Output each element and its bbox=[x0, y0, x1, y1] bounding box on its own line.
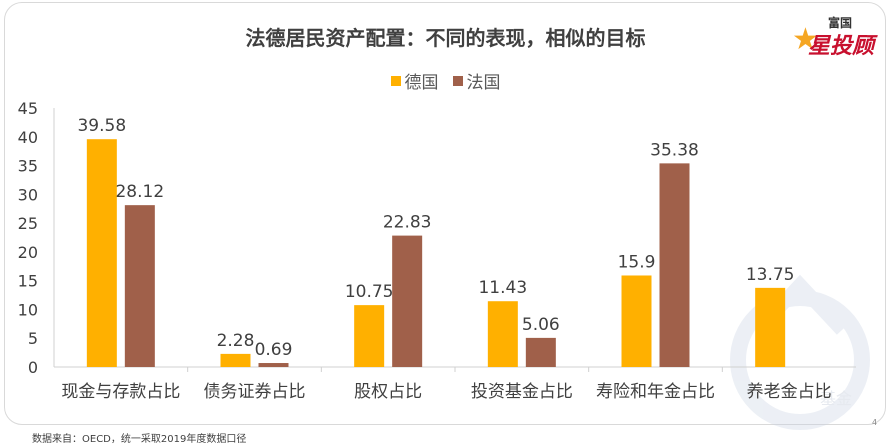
chart-title: 法德居民资产配置：不同的表现，相似的目标 bbox=[245, 26, 646, 50]
data-label: 28.12 bbox=[115, 182, 164, 202]
data-label: 2.28 bbox=[217, 331, 255, 351]
data-label: 39.58 bbox=[77, 116, 126, 136]
x-tick-label: 股权占比 bbox=[354, 382, 422, 402]
bar-germany bbox=[755, 287, 786, 367]
bar-france bbox=[392, 235, 423, 367]
data-label: 15.9 bbox=[618, 252, 656, 272]
data-label: 13.75 bbox=[746, 265, 795, 285]
y-tick-label: 40 bbox=[18, 128, 38, 147]
legend-label-france: 法国 bbox=[466, 73, 501, 93]
x-tick-label: 寿险和年金占比 bbox=[596, 382, 715, 402]
y-tick-label: 25 bbox=[18, 214, 38, 233]
bar-germany bbox=[354, 305, 385, 367]
star-icon: ★ bbox=[792, 22, 819, 57]
data-label: 10.75 bbox=[345, 282, 394, 302]
bar-france bbox=[659, 163, 690, 367]
y-tick-label: 10 bbox=[18, 300, 38, 319]
y-tick-label: 30 bbox=[18, 185, 38, 204]
x-tick-label: 债务证券占比 bbox=[204, 382, 306, 402]
y-tick-label: 20 bbox=[18, 243, 38, 262]
brand-logo: ★ 富国 星投顾 bbox=[792, 12, 882, 60]
y-tick-label: 35 bbox=[18, 157, 38, 176]
legend-swatch-germany bbox=[390, 75, 401, 86]
x-tick-label: 养老金占比 bbox=[747, 382, 832, 402]
legend-item-germany: 德国 bbox=[390, 68, 439, 93]
legend: 德国 法国 bbox=[0, 68, 891, 93]
bar-germany bbox=[621, 275, 652, 367]
y-tick-label: 0 bbox=[28, 358, 38, 377]
y-tick-label: 45 bbox=[18, 99, 38, 118]
x-tick-label: 投资基金占比 bbox=[471, 382, 573, 402]
bar-germany bbox=[487, 301, 518, 367]
logo-top-text: 富国 bbox=[828, 16, 853, 30]
bar-france bbox=[258, 363, 289, 367]
y-tick-label: 5 bbox=[28, 329, 38, 348]
bar-germany bbox=[220, 353, 251, 367]
x-tick-label: 现金与存款占比 bbox=[61, 382, 180, 402]
data-label: 5.06 bbox=[522, 315, 560, 335]
data-label: 22.83 bbox=[383, 213, 432, 233]
y-tick-label: 15 bbox=[18, 272, 38, 291]
legend-swatch-france bbox=[452, 75, 463, 86]
data-label: 11.43 bbox=[478, 278, 527, 298]
page-number: 4 bbox=[872, 418, 878, 427]
legend-label-germany: 德国 bbox=[404, 73, 439, 93]
bar-germany bbox=[86, 139, 117, 367]
data-label: 0.69 bbox=[255, 340, 293, 360]
bar-france bbox=[525, 337, 556, 367]
legend-item-france: 法国 bbox=[452, 68, 501, 93]
bar-france bbox=[124, 205, 155, 367]
data-source-note: 数据来自：OECD，统一采取2019年度数据口径 bbox=[32, 434, 247, 445]
data-label: 35.38 bbox=[650, 140, 699, 160]
watermark-text: 基金 bbox=[820, 389, 852, 408]
logo-main-text: 星投顾 bbox=[808, 34, 875, 59]
